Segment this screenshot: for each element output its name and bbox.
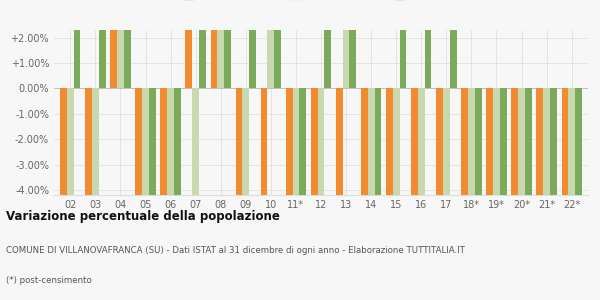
Bar (236, 88, 242, 300)
Bar (525, 88, 532, 300)
Bar (92, 88, 99, 300)
Bar (268, 0, 274, 88)
Bar (468, 88, 475, 300)
Text: Variazione percentuale della popolazione: Variazione percentuale della popolazione (6, 210, 280, 223)
Bar (361, 88, 368, 300)
Bar (461, 88, 468, 300)
Bar (242, 88, 249, 215)
Bar (117, 0, 124, 88)
Bar (261, 88, 268, 300)
Bar (160, 88, 167, 300)
Bar (192, 88, 199, 215)
Bar (149, 88, 155, 300)
Bar (374, 88, 381, 300)
Bar (518, 88, 525, 300)
Bar (418, 88, 425, 300)
Bar (368, 88, 374, 215)
Bar (249, 0, 256, 88)
Bar (568, 88, 575, 300)
Bar (443, 88, 450, 300)
Bar (136, 88, 142, 300)
Bar (543, 88, 550, 300)
Bar (386, 88, 393, 300)
Bar (142, 88, 149, 300)
Bar (85, 88, 92, 300)
Bar (167, 88, 174, 215)
Bar (60, 88, 67, 300)
Bar (400, 0, 406, 88)
Bar (500, 88, 506, 300)
Bar (349, 0, 356, 88)
Bar (274, 0, 281, 88)
Bar (299, 88, 306, 300)
Bar (436, 88, 443, 300)
Bar (550, 88, 557, 300)
Bar (562, 88, 568, 300)
Bar (317, 88, 325, 300)
Bar (450, 0, 457, 88)
Legend: Villanovafranca, Provincia di SU, Sardegna: Villanovafranca, Provincia di SU, Sardeg… (180, 0, 462, 4)
Bar (110, 0, 117, 88)
Bar (487, 88, 493, 300)
Bar (311, 88, 317, 300)
Bar (67, 88, 74, 215)
Bar (124, 0, 131, 88)
Bar (425, 0, 431, 88)
Bar (224, 0, 231, 88)
Bar (211, 0, 217, 88)
Bar (286, 88, 293, 300)
Bar (325, 0, 331, 88)
Bar (74, 0, 80, 88)
Bar (475, 88, 482, 300)
Bar (293, 88, 299, 300)
Bar (343, 0, 349, 88)
Bar (411, 88, 418, 300)
Bar (99, 0, 106, 88)
Text: (*) post-censimento: (*) post-censimento (6, 276, 92, 285)
Text: COMUNE DI VILLANOVAFRANCA (SU) - Dati ISTAT al 31 dicembre di ogni anno - Elabor: COMUNE DI VILLANOVAFRANCA (SU) - Dati IS… (6, 246, 465, 255)
Bar (493, 88, 500, 300)
Bar (575, 88, 582, 300)
Bar (185, 0, 192, 88)
Bar (199, 0, 206, 88)
Bar (393, 88, 400, 300)
Bar (536, 88, 543, 300)
Bar (511, 88, 518, 300)
Bar (174, 88, 181, 300)
Bar (217, 0, 224, 88)
Bar (336, 88, 343, 300)
